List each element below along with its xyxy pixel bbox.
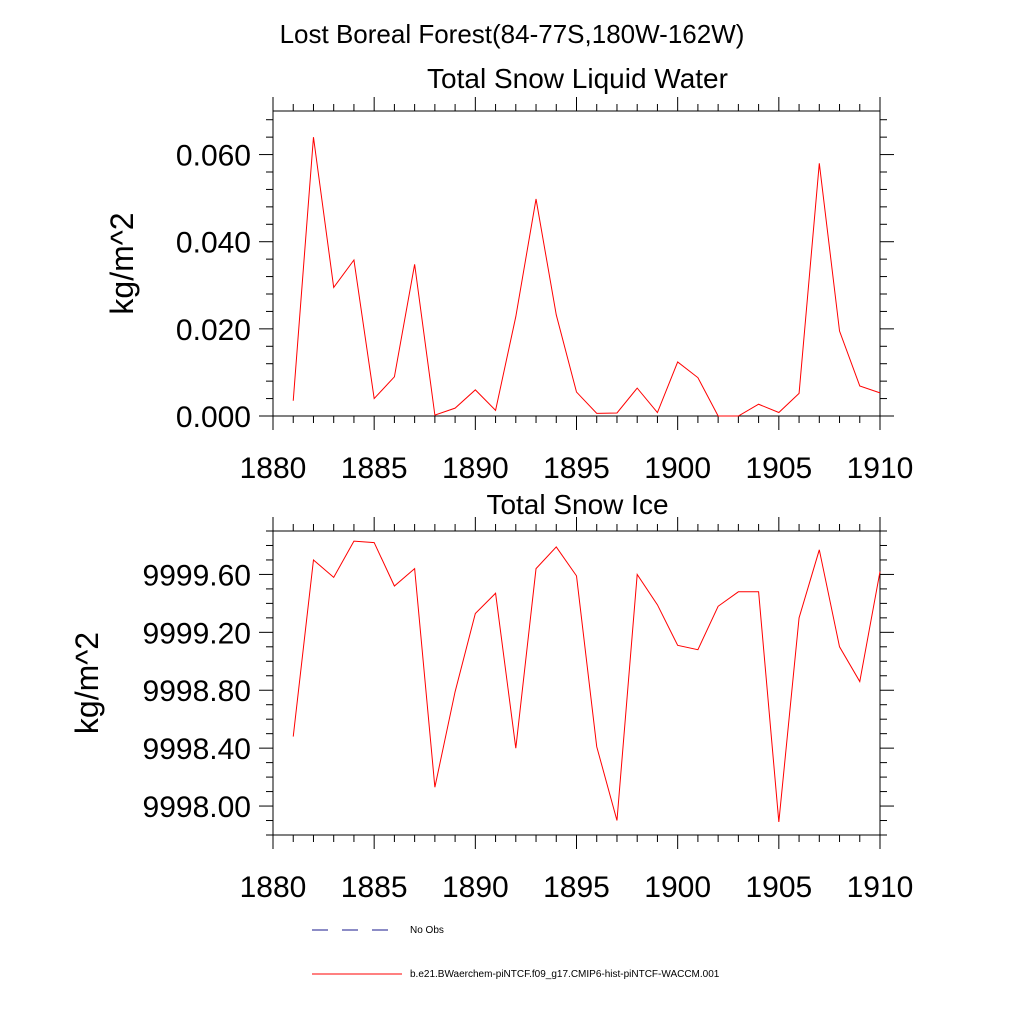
y-tick-label: 9998.40 bbox=[143, 733, 251, 766]
y-axis-label: kg/m^2 bbox=[104, 212, 140, 314]
x-tick-label: 1890 bbox=[442, 871, 509, 904]
series-line bbox=[292, 137, 881, 417]
y-tick-label: 9999.60 bbox=[143, 559, 251, 592]
x-tick-label: 1910 bbox=[847, 871, 914, 904]
y-tick-label: 9998.80 bbox=[143, 675, 251, 708]
legend-label-no-obs: No Obs bbox=[410, 925, 444, 936]
x-tick-label: 1900 bbox=[644, 871, 711, 904]
y-tick-label: 0.060 bbox=[176, 140, 251, 173]
x-tick-label: 1885 bbox=[341, 452, 408, 485]
chart-panel-snow-liquid-water: Total Snow Liquid Water 0.000 0.020 0.040 0.… bbox=[104, 63, 913, 485]
x-tick-label: 1895 bbox=[543, 452, 610, 485]
x-tick-label: 1880 bbox=[240, 452, 307, 485]
x-tick-label: 1900 bbox=[644, 452, 711, 485]
x-tick-label: 1895 bbox=[543, 871, 610, 904]
legend-label-model-run: b.e21.BWaerchem-piNTCF.f09_g17.CMIP6-his… bbox=[410, 969, 720, 980]
legend: No Obs b.e21.BWaerchem-piNTCF.f09_g17.CM… bbox=[312, 925, 720, 980]
y-tick-label: 9999.20 bbox=[143, 617, 251, 650]
y-axis-label: kg/m^2 bbox=[69, 632, 105, 734]
chart-title: Total Snow Liquid Water bbox=[427, 63, 728, 94]
x-tick-label: 1890 bbox=[442, 452, 509, 485]
x-tick-label: 1905 bbox=[745, 452, 812, 485]
series-line bbox=[292, 540, 881, 823]
x-tick-label: 1880 bbox=[240, 871, 307, 904]
chart-title: Total Snow Ice bbox=[486, 489, 668, 520]
x-tick-label: 1885 bbox=[341, 871, 408, 904]
y-tick-label: 0.000 bbox=[176, 401, 251, 434]
plot-frame bbox=[272, 110, 881, 417]
x-tick-label: 1910 bbox=[847, 452, 914, 485]
x-tick-label: 1905 bbox=[745, 871, 812, 904]
page-title: Lost Boreal Forest(84-77S,180W-162W) bbox=[280, 19, 745, 49]
y-tick-label: 9998.00 bbox=[143, 791, 251, 824]
y-tick-label: 0.020 bbox=[176, 314, 251, 347]
y-tick-label: 0.040 bbox=[176, 227, 251, 260]
chart-panel-snow-ice: Total Snow Ice 9998.00 9998.40 9998.80 9999.… bbox=[69, 489, 913, 904]
